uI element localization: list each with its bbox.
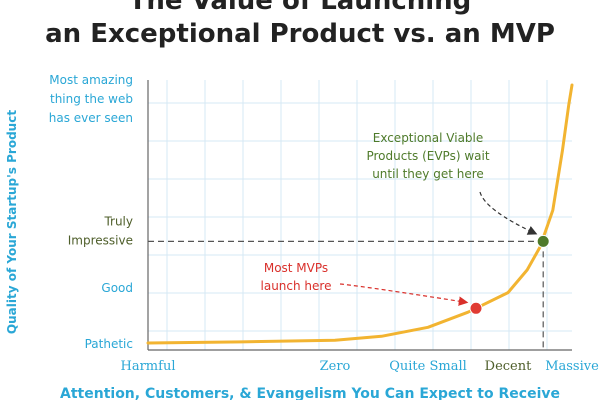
mvp-annotation-line: Most MVPs bbox=[264, 261, 328, 275]
y-tick-label-line: Pathetic bbox=[85, 337, 133, 351]
evp-annotation-line: Exceptional Viable bbox=[373, 131, 484, 145]
x-tick-label: Decent bbox=[485, 359, 532, 374]
chart-title-line2: an Exceptional Product vs. an MVP bbox=[45, 19, 555, 49]
mvp-point bbox=[469, 301, 483, 315]
chart-title-line1: The Value of Launching bbox=[128, 0, 472, 16]
mvp-arrow bbox=[339, 283, 469, 306]
x-axis-label: Attention, Customers, & Evangelism You C… bbox=[60, 386, 560, 400]
value-curve bbox=[146, 83, 574, 345]
evp-arrow bbox=[479, 191, 538, 235]
x-tick-label: Harmful bbox=[121, 359, 176, 374]
y-tick-label-line: Truly bbox=[103, 215, 133, 229]
evp-annotation-line: until they get here bbox=[372, 167, 484, 181]
y-tick-label-line: has ever seen bbox=[49, 111, 133, 125]
x-tick-label: Quite Small bbox=[389, 359, 467, 374]
evp-point bbox=[536, 234, 550, 248]
y-axis-label: Quality of Your Startup's Product bbox=[5, 110, 19, 334]
x-tick-label: Zero bbox=[320, 359, 351, 374]
y-tick-label: Truly Impressive bbox=[68, 215, 133, 248]
mvp-annotation-line: launch here bbox=[261, 279, 332, 293]
evp-annotation-line: Products (EVPs) wait bbox=[366, 149, 489, 163]
y-tick-label: Most amazing thing the web has ever seen bbox=[49, 73, 133, 125]
y-tick-label-line: Good bbox=[101, 281, 133, 295]
y-tick-label: Good bbox=[101, 281, 133, 295]
x-tick-label: Massive bbox=[545, 359, 599, 374]
y-tick-label: Pathetic bbox=[85, 337, 133, 351]
y-tick-label-line: Most amazing bbox=[49, 73, 133, 87]
evp-annotation: Exceptional Viable Products (EVPs) wait un… bbox=[366, 131, 489, 181]
y-tick-label-line: thing the web bbox=[50, 92, 133, 106]
mvp-annotation: Most MVPs launch here bbox=[261, 261, 332, 293]
y-tick-label-line: Impressive bbox=[68, 234, 133, 248]
